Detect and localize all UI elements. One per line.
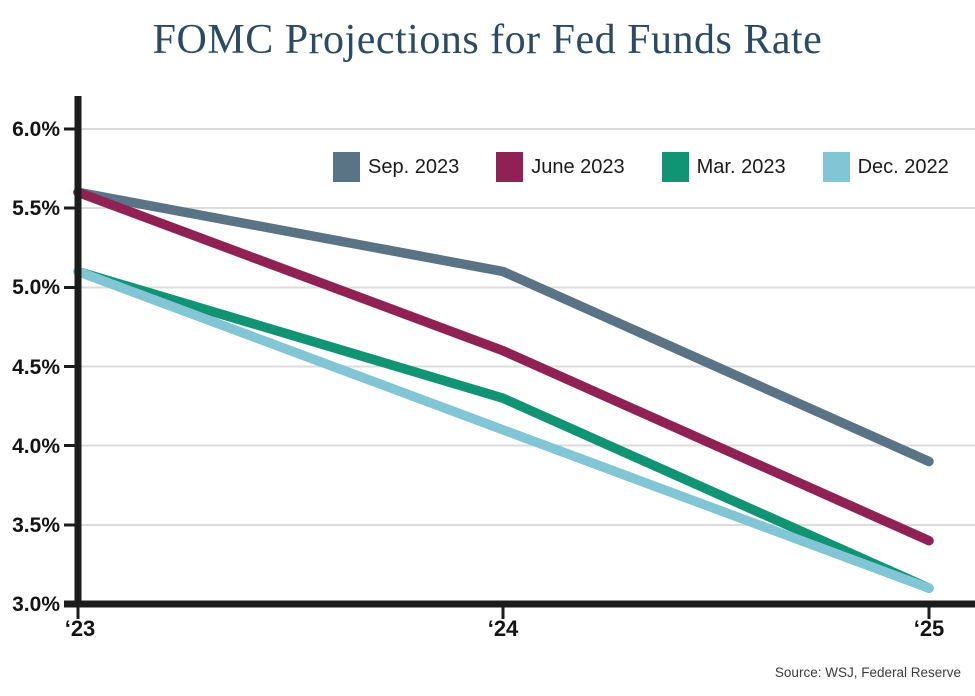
legend-swatch	[661, 152, 689, 182]
x-axis-label: ‘23	[64, 616, 96, 641]
y-axis-label: 4.5%	[12, 355, 60, 379]
y-axis-label: 5.5%	[12, 197, 60, 221]
series-line-dec-2022	[73, 266, 934, 593]
legend-label: June 2023	[531, 155, 625, 178]
legend-label: Sep. 2023	[368, 155, 460, 178]
legend: Sep. 2023 June 2023 Mar. 2023 Dec. 2022	[333, 152, 949, 182]
x-axis-label: ‘25	[913, 616, 945, 641]
chart-title: FOMC Projections for Fed Funds Rate	[152, 17, 823, 63]
y-axis-label: 4.0%	[12, 434, 60, 458]
legend-item-mar-2023: Mar. 2023	[661, 152, 786, 182]
y-axis-label: 3.0%	[12, 593, 60, 616]
legend-label: Dec. 2022	[857, 155, 949, 178]
legend-swatch	[822, 152, 850, 182]
series-line-sep-2023	[73, 187, 934, 467]
series-line-june-2023	[73, 187, 934, 546]
y-axis-label: 5.0%	[12, 276, 60, 300]
source-note: Source: WSJ, Federal Reserve	[774, 665, 961, 680]
legend-swatch	[496, 152, 524, 182]
legend-swatch	[333, 152, 360, 182]
legend-item-june-2023: June 2023	[496, 152, 625, 182]
y-axis-label: 6.0%	[12, 118, 60, 141]
legend-label: Mar. 2023	[696, 155, 786, 178]
y-axis-label: 3.5%	[12, 513, 60, 537]
x-axis-label: ‘24	[487, 616, 519, 641]
series-line-mar-2023	[73, 266, 934, 593]
legend-item-sep-2023: Sep. 2023	[333, 152, 459, 182]
legend-item-dec-2022: Dec. 2022	[822, 152, 949, 182]
